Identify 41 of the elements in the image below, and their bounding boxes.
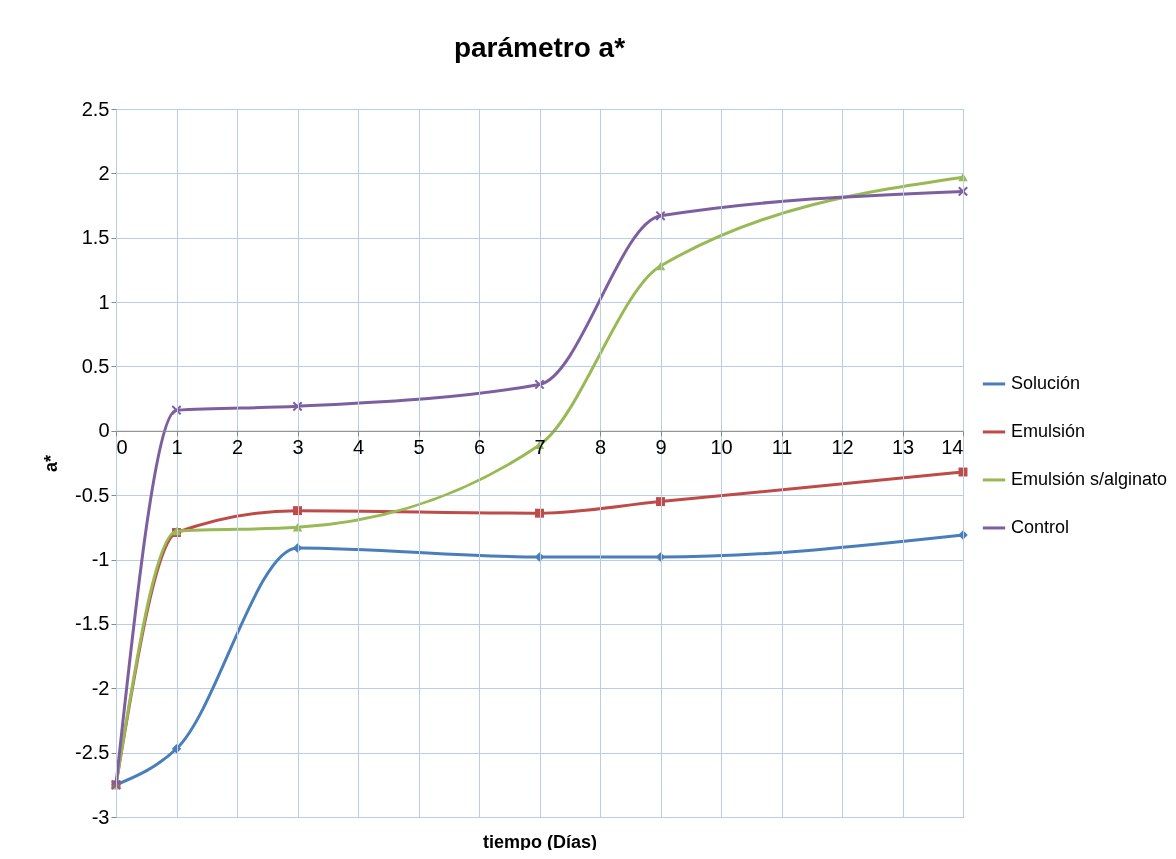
x-tick-label: 4 [352, 436, 365, 459]
x-tick-label: 12 [831, 436, 854, 459]
point [957, 186, 969, 197]
x-tick-label: 9 [655, 436, 667, 459]
y-tick-label: 0.5 [81, 354, 110, 377]
y-tick-label: -3 [91, 805, 110, 828]
point [535, 508, 544, 518]
y-tick-label: -0.5 [75, 483, 110, 506]
x-tick-label: 13 [891, 436, 915, 459]
point [171, 405, 182, 416]
x-tick-label: 11 [771, 436, 793, 459]
x-tick-label: 0 [116, 436, 128, 459]
x-tick-label: 2 [231, 436, 244, 459]
y-tick-label: 2 [98, 161, 110, 184]
chart-title: parámetro a* [453, 32, 626, 63]
legend-label: Emulsión s/alginato [1011, 468, 1168, 489]
y-axis-title: a* [41, 454, 62, 473]
x-tick-label: 6 [473, 436, 486, 459]
legend-label: Emulsión [1011, 420, 1086, 441]
x-tick-label: 14 [941, 436, 964, 459]
point [293, 506, 302, 516]
x-tick-label: 1 [171, 436, 183, 459]
y-tick-label: -1.5 [75, 612, 110, 635]
point [292, 401, 303, 412]
point [655, 210, 666, 222]
y-tick-label: 2.5 [81, 97, 110, 120]
y-tick-label: 1 [98, 290, 110, 313]
x-tick-label: 8 [594, 436, 607, 459]
y-tick-label: 0 [98, 419, 110, 442]
y-tick-label: -2.5 [75, 741, 110, 764]
legend-label: Control [1011, 516, 1070, 537]
y-tick-label: 1.5 [81, 226, 110, 249]
x-tick-label: 3 [292, 436, 304, 459]
y-tick-label: -2 [91, 676, 110, 699]
x-tick-label: 5 [413, 436, 425, 459]
point [534, 379, 545, 390]
x-tick-label: 10 [710, 436, 733, 459]
y-tick-label: -1 [91, 548, 110, 571]
point [656, 497, 665, 507]
legend-label: Solución [1011, 372, 1081, 393]
point [171, 744, 182, 754]
